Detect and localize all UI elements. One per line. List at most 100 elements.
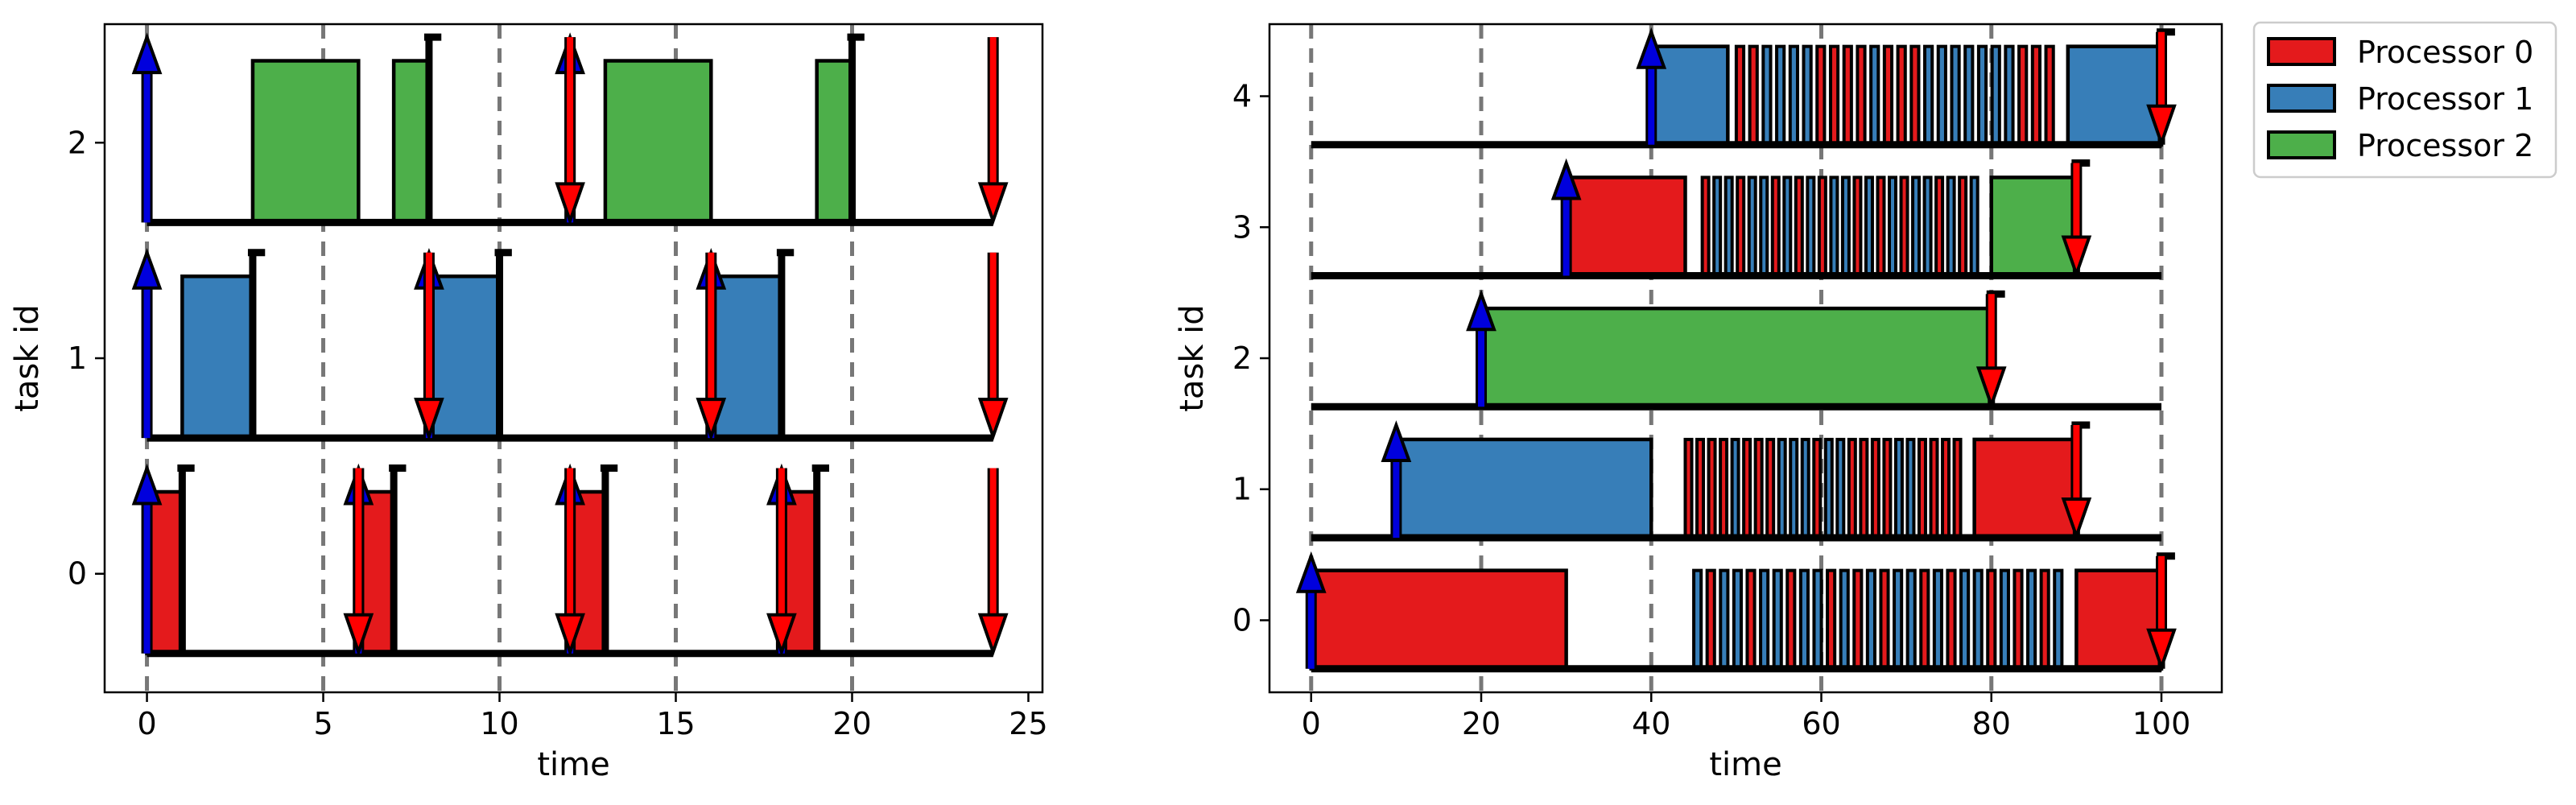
x-tick-label: 40: [1632, 706, 1670, 741]
task-bar-slice: [1941, 437, 1951, 539]
release-arrow-head: [131, 32, 163, 75]
task-bar-slice: [1893, 437, 1904, 539]
task-bar-slice: [1839, 568, 1850, 671]
task-bar-slice: [1905, 568, 1917, 671]
task-bar-slice: [1946, 568, 1957, 671]
task-bar: [180, 275, 255, 440]
task-bar-slice: [1888, 175, 1897, 278]
task-bar-slice: [1932, 568, 1943, 671]
y-tick-label: 1: [1232, 472, 1252, 507]
task-bar-slice: [1719, 568, 1730, 671]
task-bar-slice: [1909, 44, 1921, 147]
task-bar-slice: [1826, 568, 1837, 671]
left-chart-panel: 0 5 10 15 20 25 0 1 2 time task id: [9, 23, 1048, 783]
x-tick-label: 80: [1972, 706, 2011, 741]
legend-label: Processor 2: [2357, 128, 2533, 163]
task-bar-slice: [1732, 568, 1743, 671]
task-bar: [815, 59, 854, 225]
y-tick-label: 0: [1232, 602, 1252, 638]
task-bar-slice: [1734, 44, 1746, 147]
task-bar-slice: [1747, 175, 1757, 278]
release-arrow-head: [131, 247, 163, 290]
task-bar-slice: [1683, 437, 1694, 539]
task-bar-slice: [1865, 568, 1876, 671]
x-tick-label: 15: [656, 706, 695, 741]
task-bar-slice: [1707, 437, 1717, 539]
task-bar-slice: [1840, 175, 1851, 278]
task-bar-slice: [1712, 175, 1723, 278]
release-arrow-head: [1381, 420, 1412, 462]
task-bar-slice: [1859, 437, 1869, 539]
task-bar-slice: [1753, 437, 1764, 539]
x-tick-label: 5: [313, 706, 332, 741]
y-axis-title: task id: [1174, 304, 1211, 411]
task-bar-slice: [1772, 568, 1783, 671]
task-bar: [1309, 568, 1568, 671]
task-bar-slice: [1950, 44, 1961, 147]
task-bar-slice: [1812, 568, 1823, 671]
y-tick-label: 2: [68, 125, 87, 160]
task-bar-slice: [1852, 175, 1863, 278]
task-bar-slice: [1835, 437, 1846, 539]
task-bar-slice: [1842, 44, 1853, 147]
task-bar-slice: [1952, 437, 1963, 539]
task-bar-slice: [2017, 44, 2029, 147]
task-bar-slice: [1879, 568, 1890, 671]
deadline-arrow-head: [977, 398, 1009, 442]
task-bar-slice: [1847, 437, 1857, 539]
task-bar-slice: [2039, 568, 2050, 671]
task-bar-slice: [1876, 175, 1886, 278]
task-bar-slice: [1705, 568, 1716, 671]
task-bar-slice: [1882, 44, 1894, 147]
release-arrow-head: [1295, 551, 1327, 593]
deadline-arrow-head: [2061, 497, 2092, 542]
task-bar: [709, 275, 784, 440]
task-bar-slice: [1869, 44, 1880, 147]
task-bar-slice: [1899, 175, 1909, 278]
task-bar-slice: [1823, 437, 1834, 539]
y-tick-label: 1: [68, 341, 87, 376]
release-arrow-head: [1550, 158, 1582, 200]
task-bar-slice: [1806, 175, 1816, 278]
task-bar-slice: [1759, 568, 1770, 671]
x-axis-title: time: [1709, 746, 1781, 783]
release-arrow-head: [131, 463, 163, 506]
task-bar-slice: [2044, 44, 2055, 147]
task-bar-slice: [1870, 437, 1880, 539]
task-bar-slice: [1936, 44, 1947, 147]
task-bar-slice: [1934, 175, 1945, 278]
task-bar-slice: [1896, 44, 1907, 147]
task-bar-slice: [1788, 44, 1799, 147]
task-bar: [1394, 437, 1653, 540]
task-bar-slice: [1817, 175, 1827, 278]
x-tick-label: 20: [1462, 706, 1501, 741]
task-bar-slice: [1929, 437, 1939, 539]
task-bar-slice: [1719, 437, 1729, 539]
x-axis-title: time: [537, 746, 609, 783]
task-bar-slice: [1800, 437, 1810, 539]
deadline-arrow-head: [555, 613, 585, 657]
release-arrow-head: [1466, 289, 1496, 332]
task-bar-slice: [1999, 568, 2010, 671]
right-chart-panel: 0 20 40 60 80 100 0 1 2 3 4 time task id: [1174, 23, 2223, 783]
task-bar-slice: [1802, 44, 1813, 147]
task-bar-slice: [1782, 175, 1793, 278]
task-bar: [1564, 175, 1687, 278]
deadline-arrow-head: [414, 398, 444, 442]
task-bar-slice: [1893, 568, 1904, 671]
x-tick-label: 100: [2132, 706, 2191, 741]
task-bar-slice: [1946, 175, 1956, 278]
task-bar-slice: [1969, 175, 1979, 278]
x-tick-label: 60: [1802, 706, 1840, 741]
y-axis-title: task id: [9, 304, 46, 411]
task-bar-slice: [1990, 44, 2001, 147]
deadline-arrow-head: [696, 398, 727, 442]
y-tick-label: 2: [1232, 341, 1252, 376]
y-tick-label: 0: [68, 556, 87, 592]
task-bar-slice: [2053, 568, 2064, 671]
task-bar: [2074, 568, 2164, 671]
task-bar-slice: [1864, 175, 1874, 278]
task-bar-slice: [1963, 44, 1975, 147]
task-bar-slice: [1972, 568, 1984, 671]
